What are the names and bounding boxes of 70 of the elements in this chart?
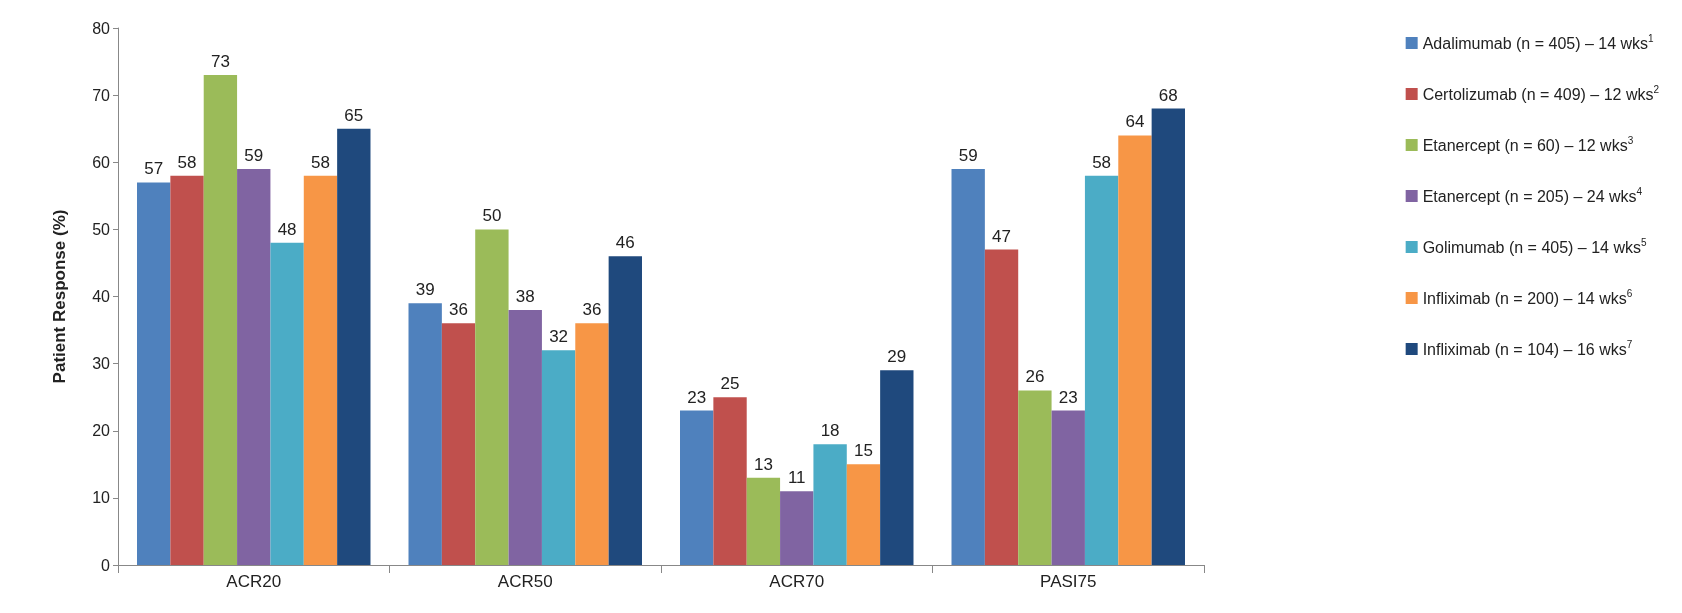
data-label: 13 xyxy=(753,454,773,474)
data-label: 23 xyxy=(687,387,707,407)
data-label: 68 xyxy=(1158,85,1178,105)
data-label: 38 xyxy=(515,286,535,306)
data-label: 29 xyxy=(887,347,907,367)
data-label: 18 xyxy=(820,421,840,441)
bar xyxy=(880,370,914,565)
data-label: 59 xyxy=(958,145,978,165)
bar xyxy=(475,229,509,565)
data-label: 50 xyxy=(482,206,502,226)
bar xyxy=(680,410,714,565)
data-label: 48 xyxy=(277,219,297,239)
data-label: 36 xyxy=(582,300,602,320)
y-tick-label: 20 xyxy=(92,422,111,440)
data-label: 65 xyxy=(344,105,364,125)
bar xyxy=(203,74,238,565)
bar xyxy=(408,303,442,565)
data-label: 58 xyxy=(1092,152,1112,172)
bar xyxy=(813,444,847,565)
data-label: 46 xyxy=(615,233,635,253)
data-label: 47 xyxy=(992,226,1011,246)
bar xyxy=(303,175,338,565)
bar xyxy=(984,249,1019,565)
data-label: 59 xyxy=(244,145,264,165)
x-tick-label: PASI75 xyxy=(1040,572,1097,591)
bar xyxy=(713,397,747,565)
y-tick-label: 30 xyxy=(92,355,111,373)
data-label: 64 xyxy=(1125,112,1145,132)
data-label: 32 xyxy=(549,327,569,347)
y-tick-label: 80 xyxy=(92,19,111,37)
y-tick-label: 10 xyxy=(92,489,111,507)
data-label: 23 xyxy=(1058,387,1078,407)
y-axis-title: Patient Response (%) xyxy=(50,209,69,384)
bar xyxy=(608,256,642,565)
data-label: 36 xyxy=(449,300,468,320)
y-tick-label: 0 xyxy=(101,556,111,574)
bar xyxy=(780,491,814,565)
bar xyxy=(575,323,609,565)
bar xyxy=(441,323,476,565)
y-tick-label: 70 xyxy=(92,86,111,104)
data-label: 57 xyxy=(144,159,164,179)
bar xyxy=(170,175,204,565)
data-label: 25 xyxy=(720,374,740,394)
x-tick-label: ACR50 xyxy=(497,572,553,591)
bar xyxy=(746,477,781,565)
bar xyxy=(1151,108,1185,565)
y-tick-label: 50 xyxy=(92,220,111,238)
data-label: 15 xyxy=(854,441,873,461)
bar xyxy=(1051,410,1085,565)
bar xyxy=(1084,175,1119,565)
data-label: 39 xyxy=(415,280,435,300)
bar xyxy=(270,242,304,565)
bar xyxy=(237,168,271,565)
x-tick-label: ACR70 xyxy=(769,572,825,591)
y-tick-label: 60 xyxy=(92,153,111,171)
bar xyxy=(1118,135,1152,565)
data-label: 11 xyxy=(787,468,806,488)
data-label: 58 xyxy=(177,152,197,172)
bar xyxy=(1018,390,1052,565)
bar xyxy=(541,350,576,565)
bar xyxy=(337,128,371,565)
data-label: 58 xyxy=(311,152,330,172)
bar xyxy=(951,168,985,565)
data-label: 26 xyxy=(1025,367,1045,387)
x-tick-label: ACR20 xyxy=(226,572,282,591)
bar xyxy=(137,182,171,565)
data-label: 73 xyxy=(210,51,230,71)
y-tick-label: 40 xyxy=(92,288,111,305)
bar xyxy=(846,464,881,565)
bar xyxy=(508,309,542,565)
